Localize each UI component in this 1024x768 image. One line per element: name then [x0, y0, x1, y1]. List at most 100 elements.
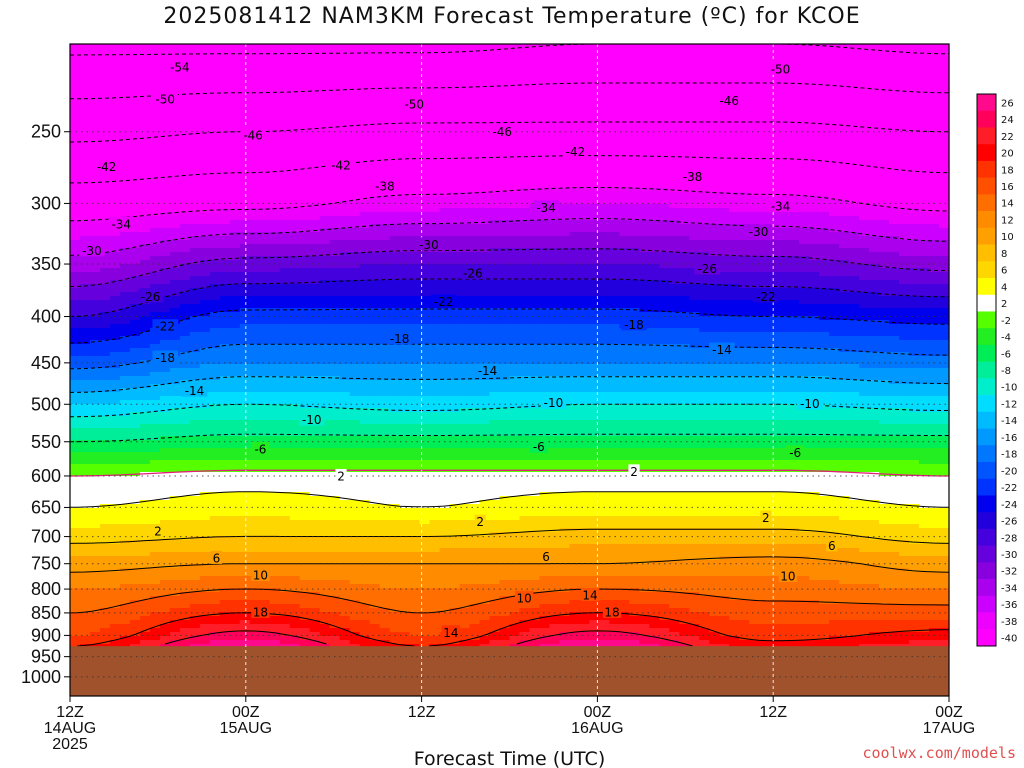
field-cell — [259, 92, 271, 97]
field-cell — [389, 204, 401, 209]
field-cell — [189, 332, 201, 337]
field-cell — [389, 580, 401, 585]
field-cell — [359, 640, 371, 645]
field-cell — [379, 460, 391, 465]
field-cell — [349, 136, 361, 141]
field-cell — [299, 608, 311, 613]
field-cell — [169, 260, 181, 265]
field-cell — [199, 128, 211, 133]
field-cell — [319, 632, 331, 637]
field-cell — [359, 80, 371, 85]
field-cell — [309, 340, 321, 345]
field-cell — [259, 156, 271, 161]
field-cell — [289, 92, 301, 97]
field-cell — [179, 600, 191, 605]
field-cell — [329, 612, 341, 617]
field-cell — [209, 240, 221, 245]
field-cell — [229, 212, 241, 217]
field-cell — [179, 360, 191, 365]
field-cell — [99, 148, 111, 153]
field-cell — [239, 224, 251, 229]
field-cell — [209, 144, 221, 149]
field-cell — [279, 424, 291, 429]
field-cell — [99, 300, 111, 305]
field-cell — [369, 516, 381, 521]
field-cell — [379, 112, 391, 117]
field-cell — [219, 140, 231, 145]
field-cell — [70, 272, 81, 277]
field-cell — [129, 444, 141, 449]
field-cell — [70, 580, 81, 585]
field-cell — [149, 204, 161, 209]
field-cell — [249, 508, 261, 513]
field-cell — [339, 244, 351, 249]
field-cell — [179, 204, 191, 209]
field-cell — [289, 484, 301, 489]
field-cell — [289, 456, 301, 461]
field-cell — [279, 260, 291, 265]
field-cell — [309, 608, 321, 613]
field-cell — [169, 256, 181, 261]
field-cell — [129, 584, 141, 589]
field-cell — [369, 88, 381, 93]
field-cell — [149, 120, 161, 125]
field-cell — [129, 92, 141, 97]
field-cell — [309, 232, 321, 237]
field-cell — [79, 608, 91, 613]
field-cell — [309, 540, 321, 545]
field-cell — [309, 372, 321, 377]
field-cell — [349, 404, 361, 409]
field-cell — [109, 620, 121, 625]
field-cell — [389, 448, 401, 453]
field-cell — [79, 480, 91, 485]
field-cell — [199, 328, 211, 333]
field-cell — [209, 404, 221, 409]
field-cell — [159, 304, 171, 309]
field-cell — [179, 544, 191, 549]
field-cell — [79, 280, 91, 285]
field-cell — [379, 100, 391, 105]
field-cell — [79, 456, 91, 461]
field-cell — [369, 144, 381, 149]
field-cell — [339, 412, 351, 417]
field-cell — [179, 576, 191, 581]
field-cell — [359, 448, 371, 453]
field-cell — [359, 412, 371, 417]
field-cell — [359, 460, 371, 465]
field-cell — [189, 532, 201, 537]
field-cell — [189, 176, 201, 181]
field-cell — [149, 132, 161, 137]
field-cell — [169, 164, 181, 169]
field-cell — [119, 384, 131, 389]
field-cell — [349, 164, 361, 169]
field-cell — [149, 276, 161, 281]
field-cell — [209, 568, 221, 573]
field-cell — [129, 580, 141, 585]
field-cell — [279, 236, 291, 241]
field-cell — [189, 360, 201, 365]
field-cell — [79, 420, 91, 425]
field-cell — [159, 336, 171, 341]
field-cell — [99, 248, 111, 253]
field-cell — [339, 288, 351, 293]
field-cell — [199, 264, 211, 269]
field-cell — [229, 276, 241, 281]
field-cell — [239, 228, 251, 233]
field-cell — [239, 520, 251, 525]
field-cell — [339, 336, 351, 341]
field-cell — [179, 496, 191, 501]
field-cell — [279, 224, 291, 229]
field-cell — [379, 464, 391, 469]
field-cell — [259, 580, 271, 585]
field-cell — [169, 512, 181, 517]
field-cell — [70, 308, 81, 313]
field-cell — [359, 172, 371, 177]
field-cell — [279, 76, 291, 81]
field-cell — [129, 184, 141, 189]
field-cell — [379, 176, 391, 181]
field-cell — [179, 272, 191, 277]
field-cell — [219, 380, 231, 385]
field-cell — [159, 516, 171, 521]
field-cell — [189, 468, 201, 473]
field-cell — [89, 644, 101, 647]
